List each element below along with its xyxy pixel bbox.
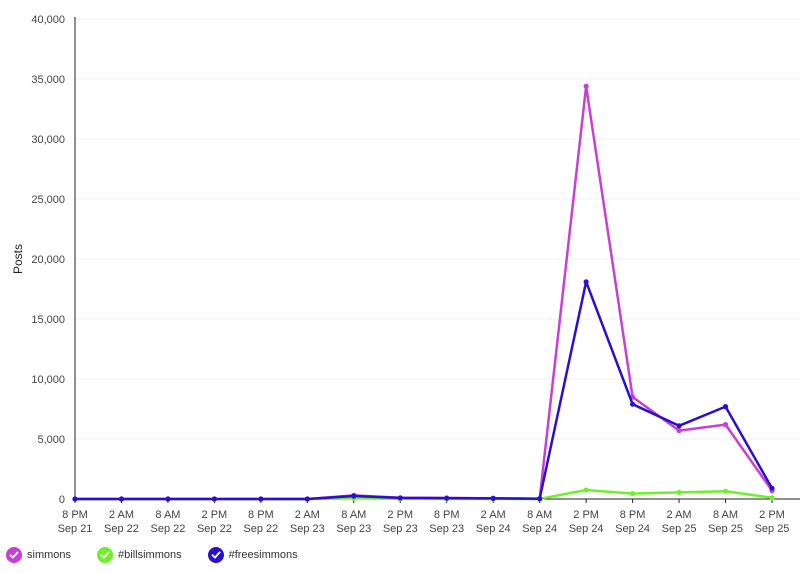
y-tick-label: 40,000: [31, 14, 65, 26]
x-tick-label: 8 AM: [713, 509, 738, 521]
data-point: [722, 488, 729, 494]
x-tick-label: 8 PM: [248, 509, 274, 521]
data-point: [165, 496, 171, 502]
x-tick-label: 8 AM: [155, 509, 180, 521]
data-point: [583, 487, 589, 493]
data-point: [769, 495, 775, 501]
data-point: [722, 404, 729, 410]
data-point: [676, 423, 682, 429]
legend-item-simmons[interactable]: simmons: [6, 547, 71, 563]
x-tick-label: Sep 24: [569, 523, 604, 535]
x-tick-label: Sep 22: [104, 523, 139, 535]
x-tick-label: Sep 22: [243, 523, 278, 535]
data-point: [118, 496, 125, 502]
data-point: [583, 279, 589, 285]
x-tick-label: 8 PM: [62, 509, 88, 521]
x-tick-label: Sep 22: [150, 523, 185, 535]
x-tick-label: 2 AM: [481, 509, 506, 521]
x-tick-label: 2 PM: [573, 509, 599, 521]
x-tick-label: 2 AM: [109, 509, 134, 521]
series-line-simmons: [75, 84, 774, 501]
legend-item-freesimmons[interactable]: #freesimmons: [207, 547, 298, 563]
data-point: [630, 401, 636, 407]
y-tick-label: 25,000: [31, 194, 65, 206]
y-tick-label: 0: [59, 494, 65, 506]
x-tick-label: Sep 24: [476, 523, 511, 535]
legend-label: simmons: [27, 549, 72, 561]
y-tick-label: 15,000: [31, 314, 65, 326]
data-point: [676, 428, 682, 434]
x-tick-label: Sep 25: [755, 523, 790, 535]
data-point: [351, 493, 357, 499]
data-point: [211, 496, 217, 502]
y-tick-label: 35,000: [31, 74, 65, 86]
x-tick-label: 8 PM: [434, 509, 460, 521]
data-point: [537, 496, 543, 502]
x-tick-label: Sep 25: [662, 523, 697, 535]
x-tick-label: Sep 23: [290, 523, 325, 535]
y-tick-label: 20,000: [31, 254, 65, 266]
x-tick-label: 8 PM: [620, 509, 646, 521]
x-tick-label: 2 PM: [387, 509, 413, 521]
x-tick-label: Sep 22: [197, 523, 232, 535]
legend-label: #freesimmons: [228, 549, 298, 561]
y-tick-label: 10,000: [31, 374, 65, 386]
x-tick-label: Sep 25: [708, 523, 743, 535]
data-point: [490, 495, 496, 501]
check-icon: [207, 547, 224, 563]
x-tick-label: 2 AM: [667, 509, 692, 521]
data-point: [397, 495, 403, 501]
y-tick-label: 5,000: [37, 434, 65, 446]
x-tick-label: Sep 24: [522, 523, 557, 535]
data-point: [630, 491, 636, 497]
legend-label: #billsimmons: [118, 549, 182, 561]
y-tick-label: 30,000: [31, 134, 65, 146]
series-line-freesimmons: [75, 280, 774, 501]
x-tick-label: Sep 23: [429, 523, 464, 535]
y-axis-title: Posts: [11, 244, 25, 274]
data-point: [769, 485, 775, 491]
x-tick-label: 2 PM: [202, 509, 228, 521]
data-point: [258, 496, 264, 502]
x-tick-label: Sep 24: [615, 523, 650, 535]
legend-item-billsimmons[interactable]: #billsimmons: [97, 547, 182, 563]
x-tick-label: 8 AM: [527, 509, 552, 521]
x-tick-label: Sep 21: [58, 523, 93, 535]
data-point: [72, 496, 78, 502]
x-tick-label: Sep 23: [383, 523, 418, 535]
data-point: [722, 422, 729, 428]
data-point: [676, 489, 682, 495]
x-tick-label: 2 AM: [295, 509, 320, 521]
data-point: [444, 495, 450, 501]
x-tick-label: 8 AM: [341, 509, 366, 521]
check-icon: [97, 547, 114, 563]
check-icon: [6, 547, 22, 563]
data-point: [583, 83, 589, 89]
x-tick-label: Sep 23: [336, 523, 371, 535]
data-point: [304, 496, 310, 502]
x-tick-label: 2 PM: [759, 509, 785, 521]
legend: simmons #billsimmons #freesimmons: [6, 546, 324, 564]
